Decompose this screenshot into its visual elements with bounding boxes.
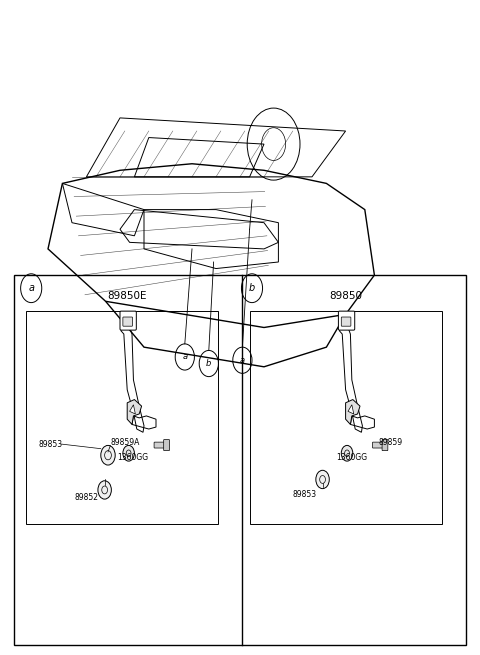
- Text: 1360GG: 1360GG: [336, 453, 367, 462]
- Circle shape: [123, 445, 134, 461]
- Text: 89859: 89859: [378, 438, 402, 447]
- Text: 1360GG: 1360GG: [118, 453, 149, 462]
- Text: a: a: [240, 356, 245, 365]
- Polygon shape: [130, 405, 135, 414]
- Text: 89859A: 89859A: [110, 438, 140, 447]
- Circle shape: [341, 445, 353, 461]
- FancyBboxPatch shape: [338, 311, 355, 330]
- FancyBboxPatch shape: [154, 442, 167, 448]
- FancyBboxPatch shape: [382, 440, 388, 451]
- Text: a: a: [182, 352, 187, 362]
- Text: b: b: [206, 359, 212, 368]
- Circle shape: [98, 481, 111, 499]
- FancyBboxPatch shape: [120, 311, 136, 330]
- Text: b: b: [249, 283, 255, 293]
- Text: 89853: 89853: [293, 490, 317, 499]
- FancyBboxPatch shape: [123, 317, 132, 326]
- FancyBboxPatch shape: [372, 442, 385, 448]
- Text: 89850: 89850: [329, 291, 362, 301]
- Text: 89853: 89853: [38, 440, 62, 449]
- Text: 89850E: 89850E: [108, 291, 147, 301]
- Polygon shape: [346, 400, 360, 424]
- Circle shape: [316, 470, 329, 489]
- FancyBboxPatch shape: [341, 317, 351, 326]
- Text: 89852: 89852: [74, 493, 98, 502]
- Polygon shape: [348, 405, 354, 414]
- Polygon shape: [127, 400, 142, 424]
- FancyBboxPatch shape: [164, 440, 169, 451]
- Text: a: a: [28, 283, 34, 293]
- Circle shape: [101, 445, 115, 465]
